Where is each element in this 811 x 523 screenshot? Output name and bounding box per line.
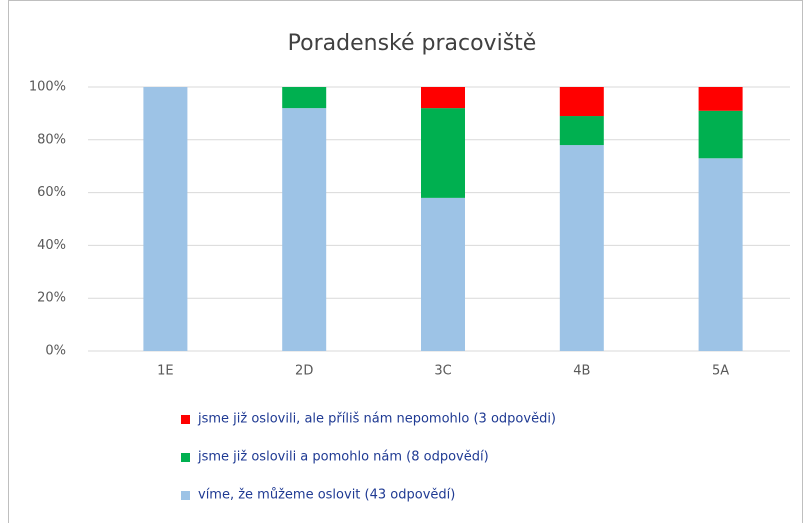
bar-segment — [559, 87, 604, 117]
y-tick-label: 100% — [29, 80, 66, 95]
bar-segment — [698, 87, 743, 111]
bar-segment — [282, 87, 327, 109]
bar-segment — [559, 145, 604, 351]
chart-frame — [8, 0, 803, 523]
y-tick-label: 80% — [37, 132, 66, 147]
bar-segment — [282, 108, 327, 352]
x-tick-label: 5A — [712, 364, 729, 379]
legend-label: jsme již oslovili a pomohlo nám (8 odpov… — [197, 450, 489, 465]
bar-segment — [698, 158, 743, 351]
bar-segment — [698, 110, 743, 159]
bar-segment — [421, 87, 465, 109]
legend-label: víme, že můžeme oslovit (43 odpovědí) — [198, 488, 455, 503]
bar-segment — [421, 197, 465, 351]
legend-swatch — [181, 491, 190, 500]
x-tick-label: 4B — [573, 364, 590, 379]
legend-swatch — [181, 453, 190, 462]
chart-title: Poradenské pracoviště — [288, 31, 537, 56]
y-tick-label: 0% — [45, 344, 66, 359]
x-tick-label: 2D — [295, 364, 313, 379]
x-tick-label: 1E — [157, 364, 174, 379]
bar-segment — [559, 116, 604, 146]
y-tick-label: 40% — [37, 238, 66, 253]
y-tick-label: 20% — [37, 291, 66, 306]
bar-segment — [421, 108, 465, 198]
legend-swatch — [181, 415, 190, 424]
bar-segment — [143, 87, 188, 351]
legend-label: jsme již oslovili, ale příliš nám nepomo… — [197, 412, 556, 427]
x-tick-label: 3C — [434, 364, 451, 379]
y-tick-label: 60% — [37, 185, 66, 200]
